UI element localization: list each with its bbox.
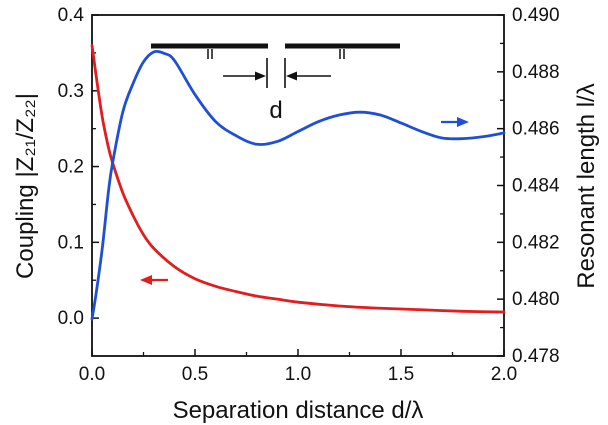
x-tick-label: 1.5 — [388, 364, 414, 385]
x-tick-label: 0.5 — [182, 364, 208, 385]
left-y-tick-label: 0.3 — [58, 81, 84, 102]
right-y-tick-label: 0.490 — [512, 5, 560, 26]
coupling-curve — [90, 43, 506, 314]
right-y-tick-label: 0.482 — [512, 232, 560, 253]
red-arrow-left-axis-indicator — [140, 275, 168, 285]
plot-frame — [91, 14, 505, 357]
right-y-tick-label: 0.480 — [512, 289, 560, 310]
left-y-tick-label: 0.2 — [58, 157, 84, 178]
x-tick-label: 0.0 — [79, 364, 105, 385]
dipole-schematic — [151, 43, 400, 88]
x-axis-title: Separation distance d/λ — [173, 397, 424, 424]
separation-label-d: d — [269, 97, 282, 124]
x-tick-label: 2.0 — [491, 364, 517, 385]
right-y-axis-title: Resonant length l/λ — [573, 83, 600, 288]
right-y-tick-label: 0.478 — [512, 346, 560, 367]
right-y-tick-label: 0.484 — [512, 176, 560, 197]
blue-arrow-right-axis-indicator — [441, 117, 469, 127]
ticks: 0.0 0.5 1.0 1.5 2.0 0.0 0.1 0.2 0.3 0.4 0.478 0.480… — [58, 5, 560, 385]
left-y-tick-label: 0.0 — [58, 308, 84, 329]
right-y-tick-label: 0.488 — [512, 62, 560, 83]
x-tick-label: 1.0 — [285, 364, 311, 385]
right-y-tick-label: 0.486 — [512, 119, 560, 140]
resonant-length-curve — [90, 49, 506, 321]
left-y-tick-label: 0.1 — [58, 232, 84, 253]
left-y-axis-title: Coupling |Z₂₁/Z₂₂| — [12, 93, 39, 279]
left-y-tick-label: 0.4 — [58, 5, 85, 26]
